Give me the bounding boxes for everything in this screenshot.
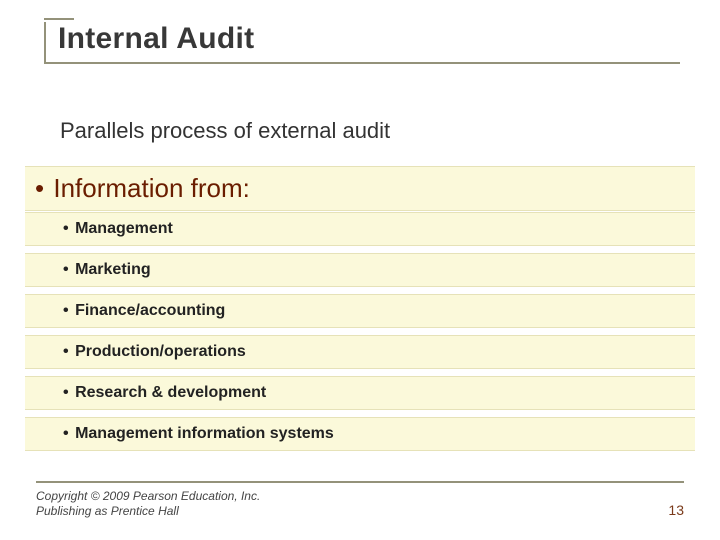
list-item: • Management <box>25 212 695 246</box>
copyright-line-1: Copyright © 2009 Pearson Education, Inc. <box>36 489 684 505</box>
title-block: Internal Audit <box>44 18 680 64</box>
bullet-icon: • <box>35 173 44 203</box>
title-rule-bottom <box>44 62 680 64</box>
list-item-label: Finance/accounting <box>75 302 225 319</box>
page-number: 13 <box>668 502 684 518</box>
list-item-label: Production/operations <box>75 343 246 360</box>
list-item: • Production/operations <box>25 335 695 369</box>
bullet-icon: • <box>63 425 69 442</box>
bullet-icon: • <box>63 220 69 237</box>
list-item-label: Research & development <box>75 384 266 401</box>
slide-title: Internal Audit <box>58 22 680 56</box>
bullet-icon: • <box>63 261 69 278</box>
list-item: • Finance/accounting <box>25 294 695 328</box>
section-header: • Information from: <box>25 166 695 211</box>
slide-subtitle: Parallels process of external audit <box>60 118 390 144</box>
title-rule-top <box>44 18 74 20</box>
list-item: • Research & development <box>25 376 695 410</box>
section-header-text: Information from: <box>53 173 250 203</box>
footer: Copyright © 2009 Pearson Education, Inc.… <box>36 481 684 520</box>
list-item-label: Marketing <box>75 261 151 278</box>
list-item: • Management information systems <box>25 417 695 451</box>
list-item: • Marketing <box>25 253 695 287</box>
list-item-label: Management <box>75 220 173 237</box>
bullet-icon: • <box>63 343 69 360</box>
bullet-icon: • <box>63 302 69 319</box>
list-item-label: Management information systems <box>75 425 334 442</box>
bullet-icon: • <box>63 384 69 401</box>
title-area: Internal Audit <box>44 22 680 62</box>
copyright-line-2: Publishing as Prentice Hall <box>36 504 684 520</box>
